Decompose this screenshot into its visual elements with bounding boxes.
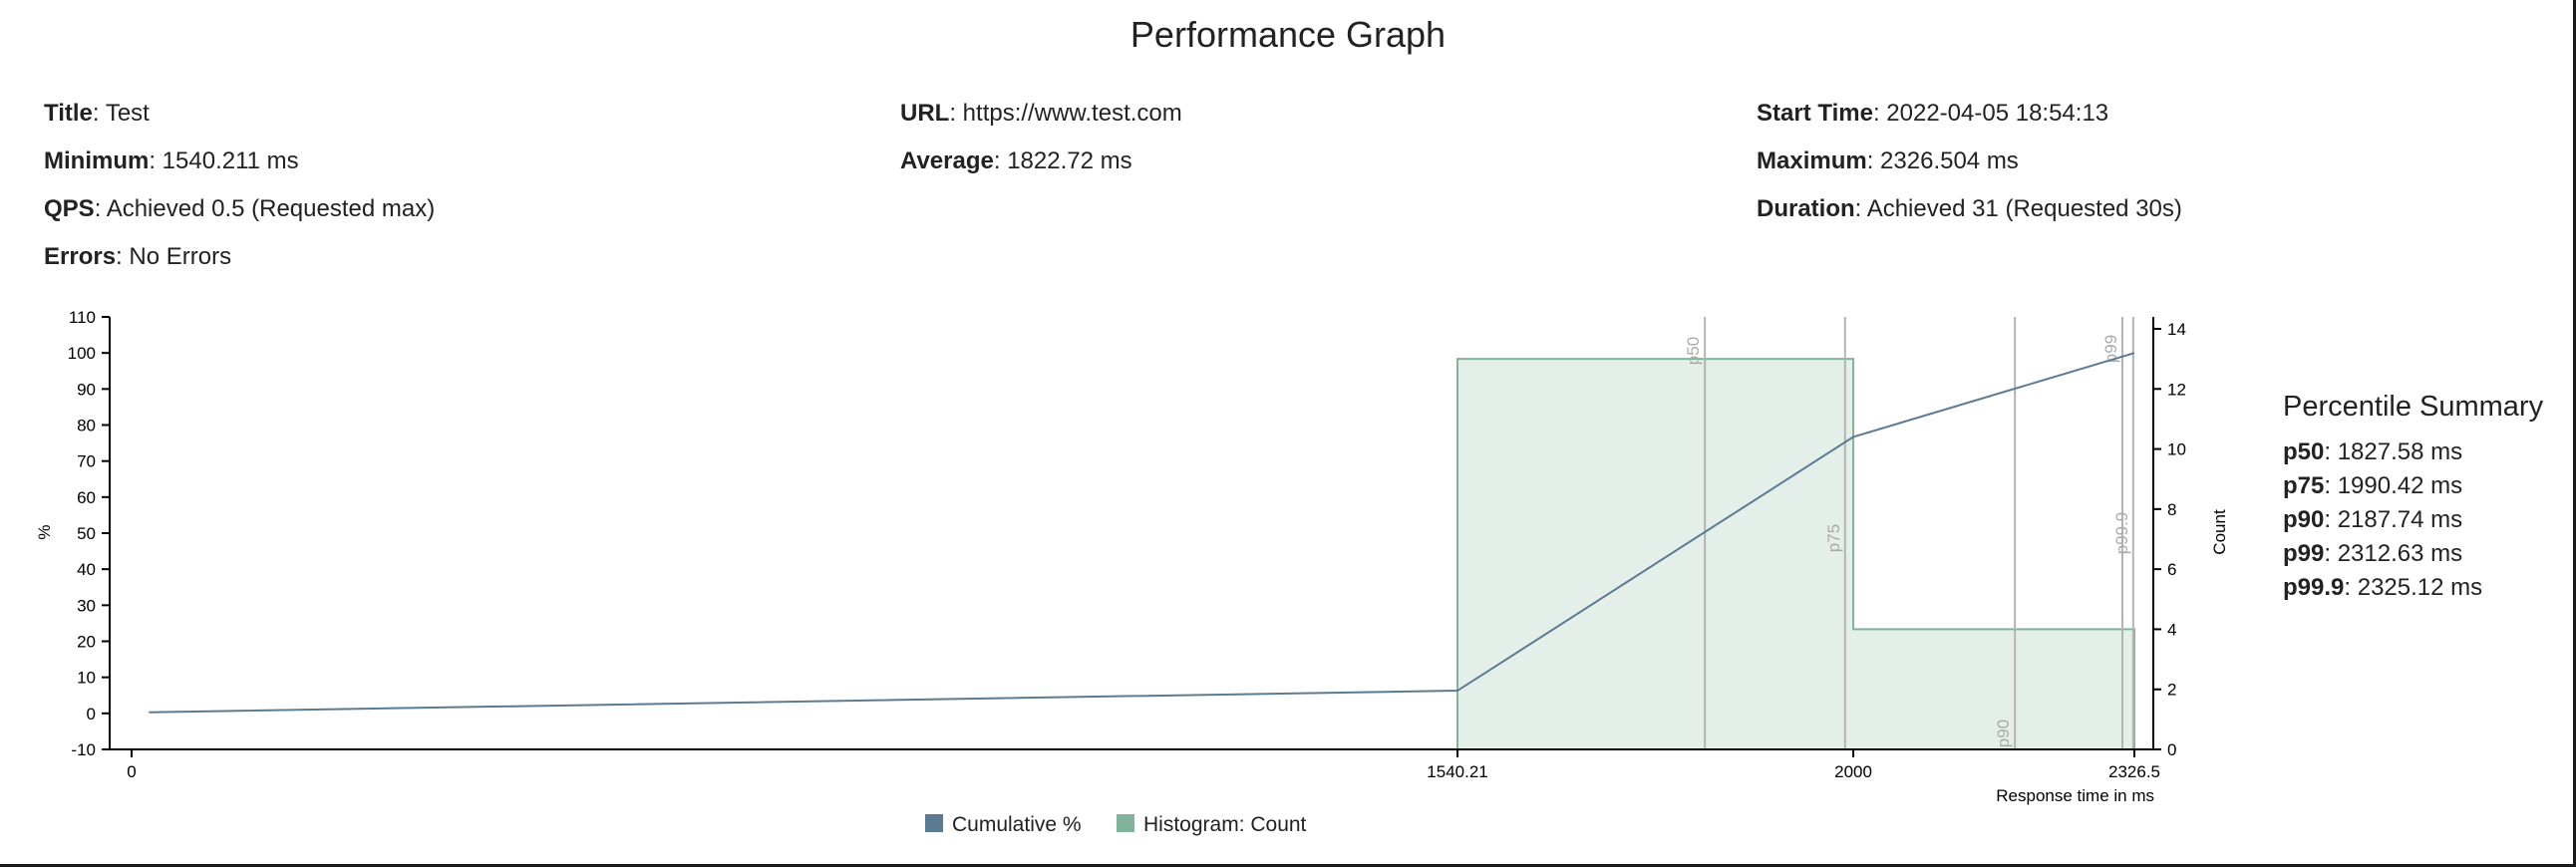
x-tick-label: 1540.21 (1427, 762, 1487, 781)
info-average: Average: 1822.72 ms (900, 147, 1132, 174)
percentile-value: 2325.12 ms (2357, 574, 2483, 601)
y2-tick-label: 4 (2167, 620, 2176, 639)
info-minimum-value: 1540.211 ms (161, 147, 299, 174)
info-duration-label: Duration (1757, 195, 1855, 222)
info-average-label: Average (900, 147, 994, 174)
percentile-row-p99-9: p99.9: 2325.12 ms (2283, 574, 2483, 601)
y-tick-label: 20 (77, 633, 96, 652)
info-qps: QPS: Achieved 0.5 (Requested max) (44, 195, 436, 222)
percentile-value: 1827.58 ms (2337, 438, 2463, 465)
percentile-row-p99: p99: 2312.63 ms (2283, 540, 2463, 567)
y2-tick-label: 2 (2167, 681, 2176, 700)
info-url-value[interactable]: https://www.test.com (962, 100, 1182, 127)
y-tick-label: 70 (77, 452, 96, 471)
info-errors-label: Errors (44, 243, 117, 270)
info-errors: Errors: No Errors (44, 243, 232, 270)
info-average-value: 1822.72 ms (1007, 147, 1132, 174)
percentile-value: 2187.74 ms (2337, 506, 2463, 533)
info-minimum: Minimum: 1540.211 ms (44, 147, 299, 174)
y2-tick-label: 6 (2167, 560, 2176, 579)
cumulative-line (149, 352, 2135, 714)
percentile-label: p75 (2283, 472, 2325, 499)
info-start-time-label: Start Time (1757, 100, 1873, 127)
info-duration-value: Achieved 31 (Requested 30s) (1866, 195, 2182, 222)
y-tick-label: 40 (77, 560, 96, 579)
y-tick-label: 30 (77, 596, 96, 615)
histogram-bar (1853, 629, 2134, 749)
y-axis-label: % (35, 524, 54, 539)
histogram-outline (1456, 358, 2135, 749)
info-qps-label: QPS (44, 195, 95, 222)
legend-label: Histogram: Count (1143, 813, 1307, 836)
info-maximum: Maximum: 2326.504 ms (1757, 147, 2019, 174)
info-qps-value: Achieved 0.5 (Requested max) (106, 195, 436, 222)
x-axis-label: Response time in ms (1996, 786, 2154, 805)
percentile-marker-label: p75 (1824, 524, 1843, 552)
legend-swatch (1117, 814, 1134, 832)
y-tick-label: 60 (77, 488, 96, 507)
y2-axis-label: Count (2210, 509, 2229, 555)
info-url-label: URL (900, 100, 950, 127)
info-title-value: Test (105, 100, 150, 127)
y-tick-label: 90 (77, 380, 96, 399)
percentile-marker-label: p99.9 (2112, 512, 2131, 555)
info-maximum-value: 2326.504 ms (1880, 147, 2019, 174)
percentile-summary-title: Percentile Summary (2283, 391, 2544, 423)
y-tick-label: 100 (68, 344, 96, 363)
x-tick-label: 0 (127, 762, 136, 781)
percentile-value: 2312.63 ms (2337, 540, 2463, 567)
y2-tick-label: 14 (2167, 320, 2186, 339)
percentile-row-p90: p90: 2187.74 ms (2283, 506, 2463, 533)
y-tick-label: 0 (87, 705, 96, 723)
info-maximum-label: Maximum (1757, 147, 1867, 174)
percentile-value: 1990.42 ms (2337, 472, 2463, 499)
info-start-time: Start Time: 2022-04-05 18:54:13 (1757, 100, 2109, 127)
info-minimum-label: Minimum (44, 147, 150, 174)
y-tick-label: 80 (77, 417, 96, 435)
legend-label: Cumulative % (952, 813, 1082, 836)
y2-tick-label: 0 (2167, 740, 2176, 759)
percentile-label: p50 (2283, 438, 2325, 465)
y2-tick-label: 10 (2167, 440, 2186, 459)
y2-tick-label: 12 (2167, 380, 2186, 399)
info-title-label: Title (44, 100, 93, 127)
percentile-label: p99 (2283, 540, 2325, 567)
info-url: URL: https://www.test.com (900, 100, 1182, 127)
percentile-label: p99.9 (2283, 574, 2345, 601)
y2-tick-label: 8 (2167, 500, 2176, 519)
y-tick-label: 110 (69, 308, 96, 327)
info-errors-value: No Errors (129, 243, 232, 270)
percentile-label: p90 (2283, 506, 2325, 533)
y-tick-label: 50 (77, 524, 96, 543)
y-tick-label: 10 (77, 669, 96, 688)
percentile-marker-label: p50 (1684, 337, 1703, 365)
x-tick-label: 2326.5 (2108, 762, 2160, 781)
info-duration: Duration: Achieved 31 (Requested 30s) (1757, 195, 2182, 222)
histogram-bar (1457, 359, 1854, 749)
legend-swatch (925, 814, 943, 832)
page-title: Performance Graph (1129, 14, 1447, 55)
percentile-row-p50: p50: 1827.58 ms (2283, 438, 2463, 465)
y-tick-label: -10 (71, 740, 96, 759)
x-tick-label: 2000 (1834, 762, 1872, 781)
percentile-row-p75: p75: 1990.42 ms (2283, 472, 2463, 499)
percentile-summary: Percentile Summary p50: 1827.58 ms p75: … (2283, 391, 2543, 605)
info-start-time-value: 2022-04-05 18:54:13 (1886, 100, 2109, 127)
percentile-marker-label: p90 (1994, 720, 2013, 747)
percentile-marker-label: p99 (2101, 335, 2120, 363)
info-title: Title: Test (44, 100, 150, 127)
